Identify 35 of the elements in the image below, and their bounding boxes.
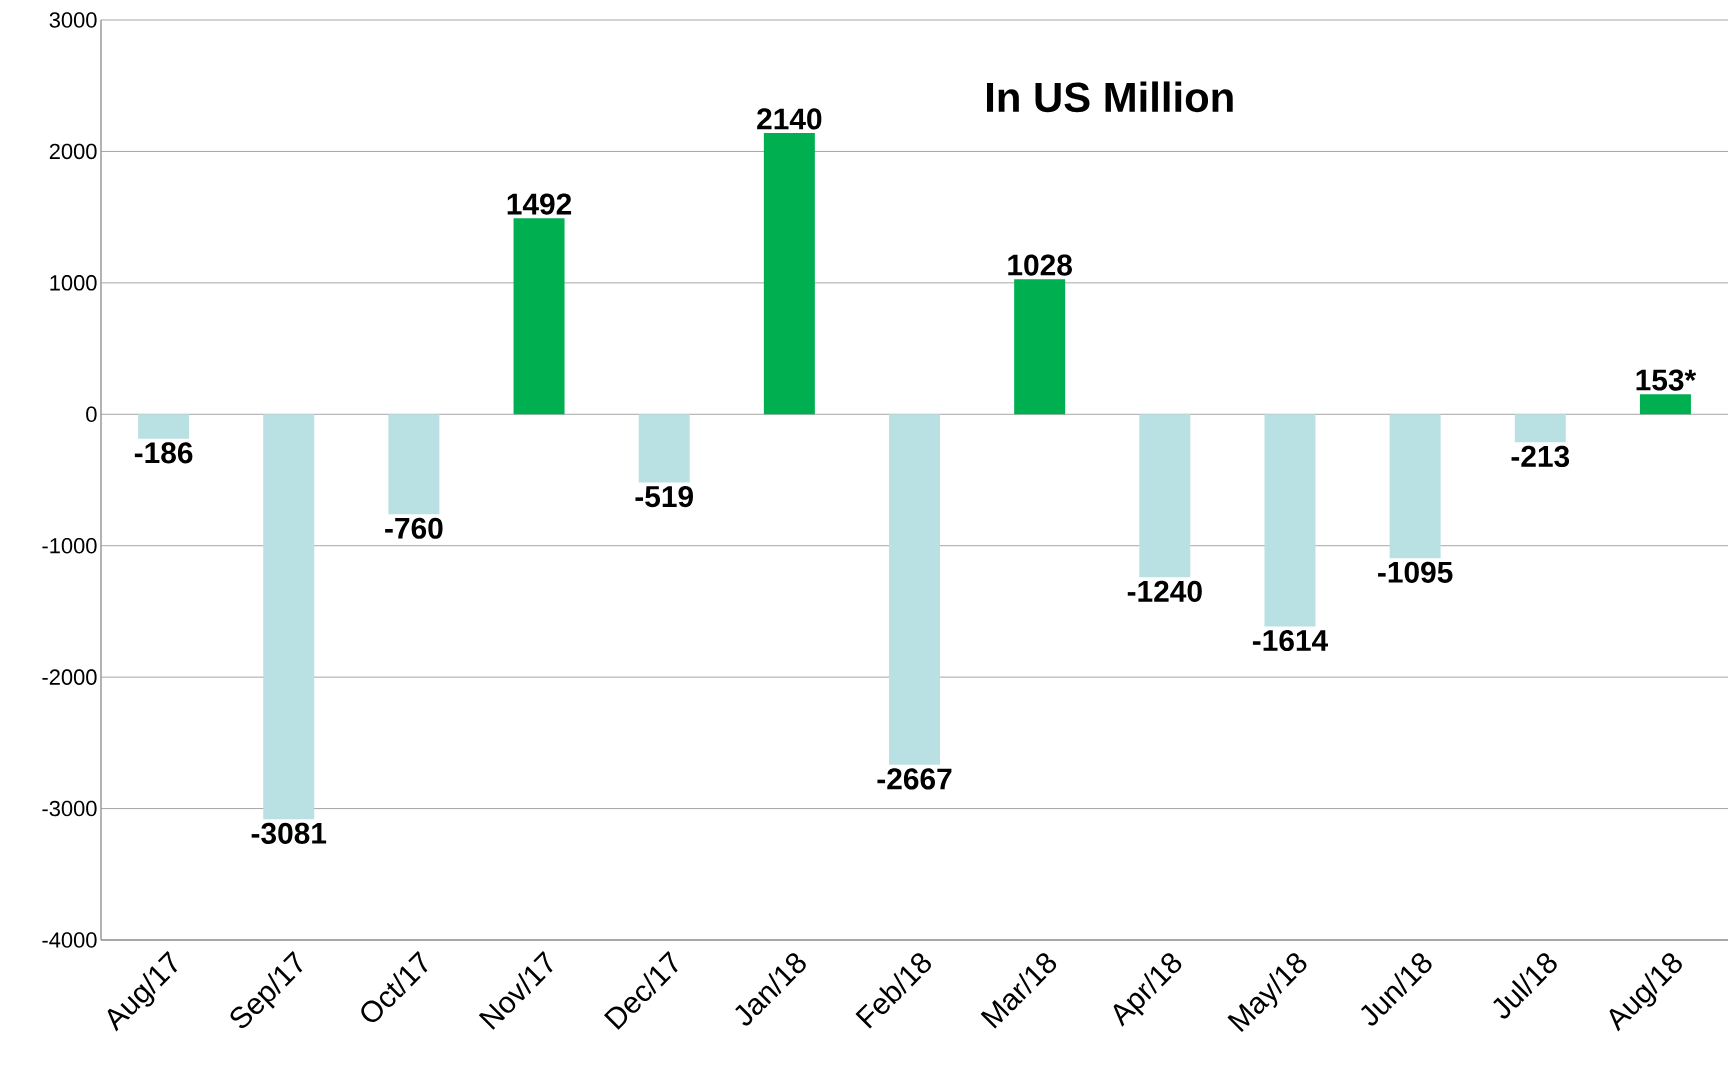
data-label: -1614 [1252,629,1329,652]
bar [1639,394,1691,415]
y-tick-label: 3000 [49,12,97,28]
text: In US Million [987,81,1233,113]
data-label: 1492 [507,193,572,215]
bar [263,414,315,820]
data-label: -186 [134,442,193,464]
bar [1389,414,1441,559]
y-tick-label: 2000 [49,143,97,160]
data-label: 153* [1636,369,1697,391]
y-tick-label: 0 [86,406,97,423]
data-label: -519 [635,486,693,508]
bar [513,218,565,415]
data-label: -1095 [1378,561,1453,583]
bar [638,414,690,483]
bar [1514,414,1566,443]
y-tick-label: -2000 [42,669,97,685]
y-tick-label: -1000 [42,537,97,554]
bar [763,133,815,415]
bar [1014,279,1066,415]
data-label: -760 [385,517,443,539]
bar [1139,414,1191,578]
data-label: -3081 [251,822,327,844]
data-label: -1240 [1127,580,1202,602]
bar [1264,414,1316,627]
data-label: -213 [1511,445,1570,467]
y-tick-label: -3000 [42,800,97,817]
data-label: 2140 [757,108,822,130]
bar [388,414,440,515]
data-label: -2667 [877,768,952,790]
bar [138,414,190,439]
data-label: 1028 [1008,254,1072,276]
y-tick-label: 1000 [50,275,97,291]
y-tick-label: -4000 [42,932,97,948]
bar [889,414,941,765]
